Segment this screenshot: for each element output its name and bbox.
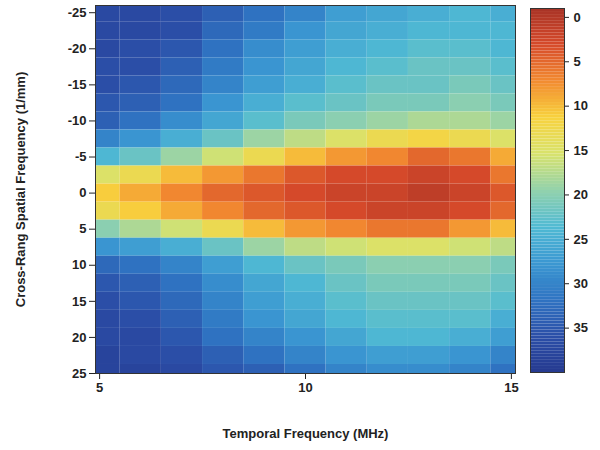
svg-text:5: 5	[574, 54, 581, 69]
svg-text:-10: -10	[68, 113, 87, 128]
svg-text:30: 30	[574, 276, 588, 291]
svg-text:5: 5	[79, 221, 86, 236]
svg-text:10: 10	[298, 380, 312, 395]
svg-text:Cross-Rang Spatial Frequency (: Cross-Rang Spatial Frequency (1/mm)	[13, 72, 28, 308]
svg-text:20: 20	[72, 330, 86, 345]
svg-text:5: 5	[96, 380, 103, 395]
svg-text:-20: -20	[68, 41, 87, 56]
svg-text:35: 35	[574, 320, 588, 335]
svg-text:10: 10	[72, 257, 86, 272]
svg-text:15: 15	[574, 143, 588, 158]
svg-text:25: 25	[574, 231, 588, 246]
svg-text:15: 15	[504, 380, 518, 395]
svg-text:0: 0	[79, 185, 86, 200]
svg-text:15: 15	[72, 294, 86, 309]
svg-text:-5: -5	[75, 149, 87, 164]
svg-text:25: 25	[72, 366, 86, 381]
svg-text:10: 10	[574, 98, 588, 113]
svg-text:-15: -15	[68, 77, 87, 92]
svg-text:Temporal Frequency (MHz): Temporal Frequency (MHz)	[223, 426, 389, 441]
svg-text:0: 0	[574, 10, 581, 25]
svg-text:-25: -25	[68, 5, 87, 20]
svg-text:20: 20	[574, 187, 588, 202]
